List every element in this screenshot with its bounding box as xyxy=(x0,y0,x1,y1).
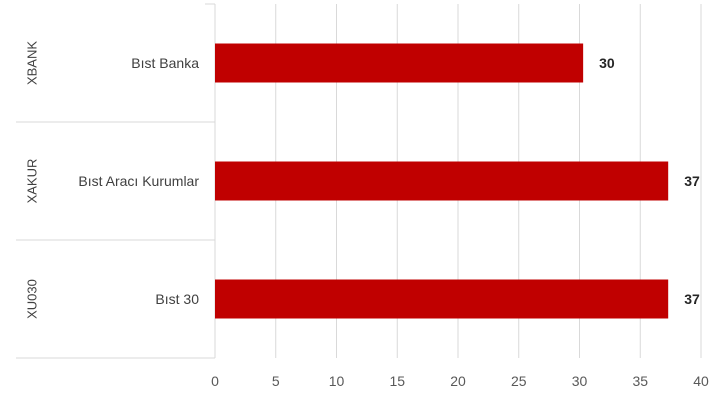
x-tick-label: 10 xyxy=(329,373,345,389)
x-tick-label: 20 xyxy=(450,373,466,389)
group-labels: XBANK XAKUR XU030 xyxy=(24,41,39,319)
x-tick-label: 5 xyxy=(272,373,280,389)
x-tick-label: 30 xyxy=(572,373,588,389)
category-label: Bıst Banka xyxy=(131,55,199,71)
bar xyxy=(215,161,669,201)
bar xyxy=(215,43,584,83)
category-labels: Bıst Banka Bıst Aracı Kurumlar Bıst 30 xyxy=(78,55,199,307)
category-label: Bıst 30 xyxy=(155,291,199,307)
x-tick-label: 35 xyxy=(632,373,648,389)
x-tick-label: 25 xyxy=(511,373,527,389)
data-labels: 30 37 37 xyxy=(599,55,700,307)
x-tick-label: 15 xyxy=(389,373,405,389)
x-tick-label: 0 xyxy=(211,373,219,389)
data-label: 30 xyxy=(599,55,615,71)
group-label: XAKUR xyxy=(24,159,39,204)
bar-series xyxy=(215,43,669,319)
x-tick-label: 40 xyxy=(693,373,709,389)
group-label: XBANK xyxy=(24,41,39,85)
data-label: 37 xyxy=(684,291,700,307)
group-label: XU030 xyxy=(24,279,39,319)
data-label: 37 xyxy=(684,173,700,189)
category-label: Bıst Aracı Kurumlar xyxy=(78,173,199,189)
bar xyxy=(215,279,669,319)
x-axis-tick-labels: 0 5 10 15 20 25 30 35 40 xyxy=(211,373,709,389)
